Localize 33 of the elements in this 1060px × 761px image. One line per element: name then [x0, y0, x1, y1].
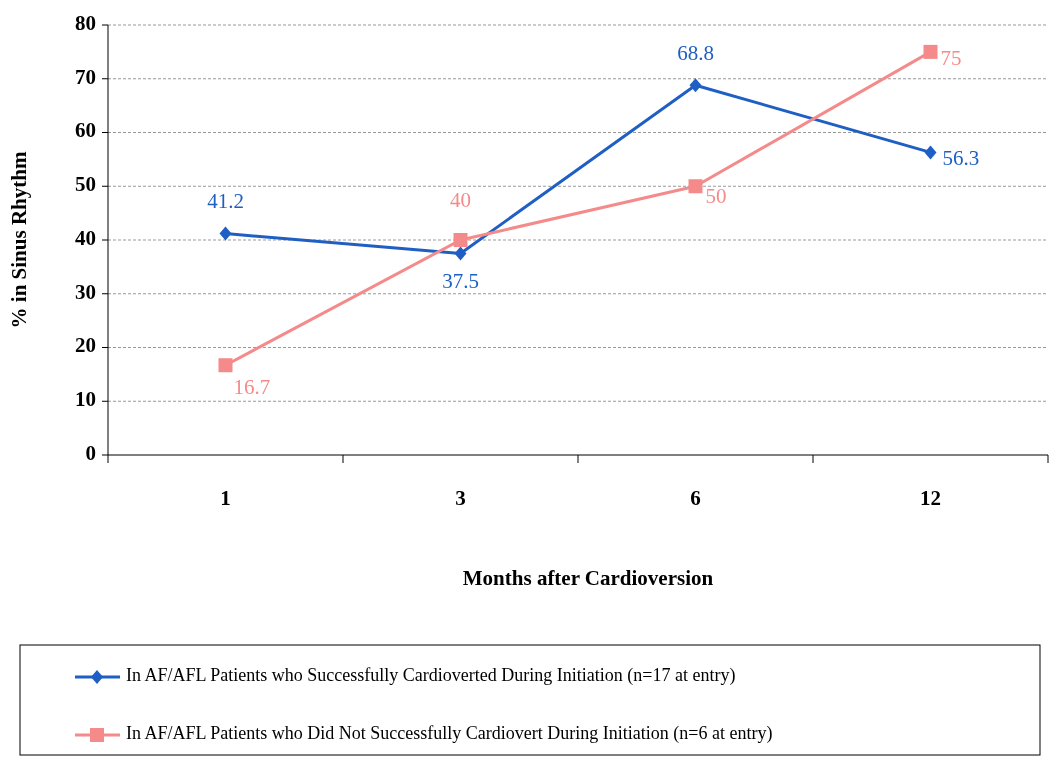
data-label: 75	[940, 45, 962, 70]
y-tick-label: 80	[75, 10, 96, 35]
legend-label: In AF/AFL Patients who Successfully Cardioverted During Initiation (n=17 at entry)	[126, 665, 736, 687]
y-tick-label: 40	[75, 225, 96, 250]
data-label: 41.2	[207, 189, 244, 214]
y-tick-label: 50	[75, 172, 96, 197]
y-axis-title: % in Sinus Rhythm	[7, 151, 31, 329]
data-label: 37.5	[442, 269, 479, 294]
y-tick-label: 70	[75, 64, 96, 89]
x-tick-label: 3	[455, 486, 466, 510]
point	[219, 226, 232, 241]
y-tick-label: 0	[85, 440, 96, 465]
point	[923, 44, 938, 59]
x-tick-label: 12	[920, 486, 941, 510]
y-tick-label: 20	[75, 333, 96, 358]
y-tick-label: 10	[75, 387, 96, 412]
data-label: 16.7	[233, 375, 271, 400]
point	[924, 145, 937, 160]
data-label: 68.8	[677, 41, 714, 66]
x-tick-label: 1	[220, 486, 231, 510]
x-axis-title: Months after Cardioversion	[462, 566, 714, 590]
legend-label: In AF/AFL Patients who Did Not Successfully Cardiovert During Initiation (n=6 at entry)	[126, 723, 773, 745]
y-tick-label: 60	[75, 118, 96, 143]
y-tick-label: 30	[75, 279, 96, 304]
point	[454, 246, 467, 261]
data-label: 40	[450, 187, 471, 212]
point	[218, 358, 233, 373]
point	[689, 78, 702, 93]
data-label: 50	[705, 184, 727, 209]
x-tick-label: 6	[690, 486, 701, 510]
data-label: 56.3	[942, 146, 980, 171]
point	[688, 179, 703, 194]
point	[453, 233, 468, 247]
